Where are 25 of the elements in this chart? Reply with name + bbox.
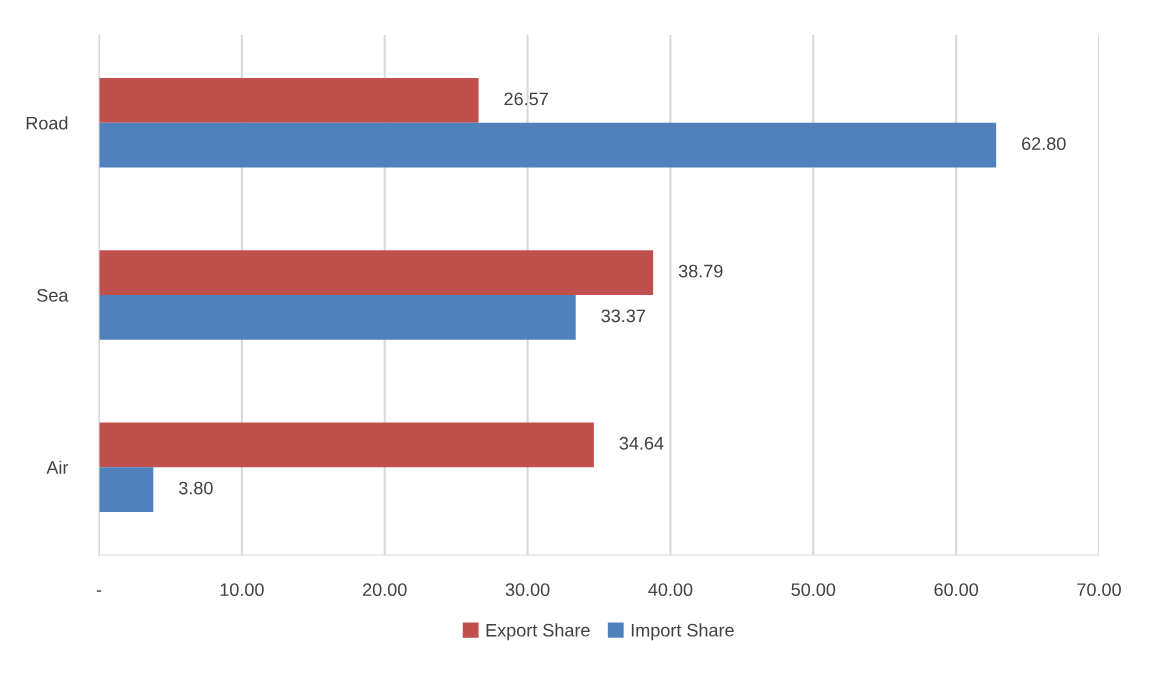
bar — [99, 422, 594, 468]
data-label: 38.79 — [678, 264, 723, 278]
x-tick-label: 70.00 — [1077, 583, 1121, 597]
y-tick-label: Road — [26, 116, 68, 130]
x-tick-label: - — [96, 590, 102, 592]
legend-label: Import Share — [631, 623, 734, 641]
data-label: 33.37 — [601, 309, 645, 323]
x-tick-label: 30.00 — [505, 583, 550, 597]
bar — [99, 467, 154, 512]
bar — [99, 122, 997, 168]
bar — [99, 250, 654, 295]
bar — [99, 78, 479, 123]
x-tick-label: 20.00 — [363, 583, 407, 597]
data-label: 26.57 — [504, 92, 548, 106]
x-tick-label: 50.00 — [791, 583, 836, 597]
data-label: 62.80 — [1022, 137, 1066, 151]
data-label: 34.64 — [619, 436, 664, 450]
y-tick-label: Air — [46, 460, 69, 474]
x-tick-label: 40.00 — [648, 583, 693, 597]
data-label: 3.80 — [178, 481, 213, 495]
x-tick-label: 60.00 — [934, 583, 979, 597]
x-tick-label: 10.00 — [220, 583, 264, 597]
y-tick-label: Sea — [37, 288, 69, 302]
bar — [99, 295, 576, 340]
legend-label: Export Share — [486, 623, 590, 641]
